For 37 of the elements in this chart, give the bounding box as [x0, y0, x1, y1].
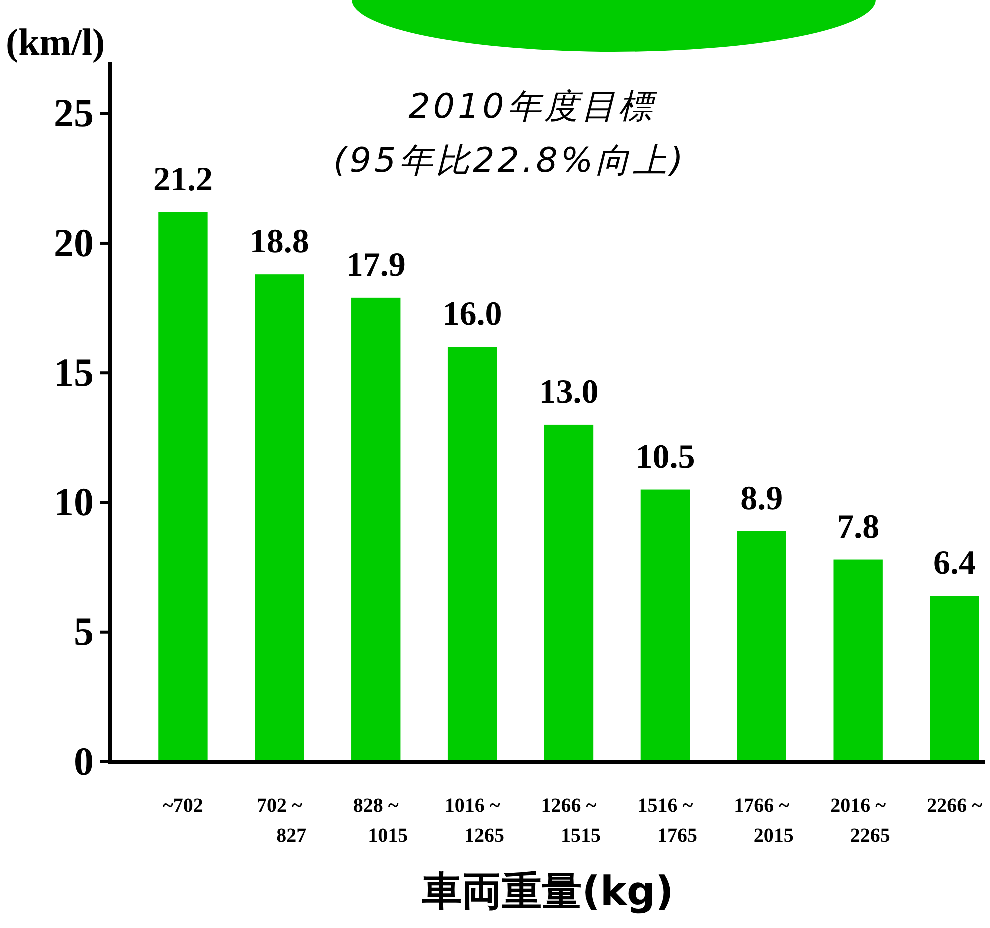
bar	[158, 212, 208, 762]
data-label: 18.8	[250, 224, 310, 261]
bar	[930, 596, 980, 762]
y-tick-label: 0	[74, 738, 94, 784]
y-tick-label: 15	[54, 350, 94, 395]
bar	[544, 424, 594, 762]
bar	[640, 490, 690, 762]
bar	[448, 347, 498, 762]
y-tick-label: 10	[54, 480, 94, 525]
x-tick-label: 702 ~ 827	[256, 795, 307, 847]
data-label: 13.0	[539, 374, 599, 411]
y-tick-label: 20	[54, 220, 94, 266]
x-tick-label: ~702	[163, 795, 204, 817]
y-tick-label: 5	[74, 609, 94, 654]
data-label: 8.9	[740, 480, 784, 518]
x-tick-label: 1016 ~ 1265	[444, 795, 505, 847]
bar	[737, 531, 786, 762]
x-tick-label: 828 ~ 1015	[353, 795, 408, 847]
text: (95年比22.8%向上)	[334, 141, 686, 181]
data-label: 6.4	[934, 545, 976, 582]
y-axis-title: (km/l)	[6, 22, 106, 64]
x-tick-label: 1766 ~ 2015	[734, 795, 794, 847]
x-axis-title: 車両重量(kg)	[421, 869, 674, 915]
bar	[352, 298, 401, 762]
x-tick-label: 2016 ~ 2265	[830, 795, 890, 847]
data-label: 21.2	[153, 161, 213, 198]
data-label: 10.5	[636, 438, 696, 476]
x-tick-label: 2266 ~	[927, 795, 984, 817]
x-tick-label: 1266 ~ 1515	[541, 795, 601, 847]
text: 2010年度目標	[408, 87, 658, 127]
data-label: 17.9	[346, 246, 406, 284]
data-label: 16.0	[442, 296, 502, 334]
bar	[255, 274, 304, 762]
data-label: 7.8	[837, 508, 880, 546]
bar	[834, 560, 883, 762]
x-tick-label: 1516 ~ 1765	[638, 795, 698, 847]
y-tick-label: 25	[54, 90, 94, 136]
